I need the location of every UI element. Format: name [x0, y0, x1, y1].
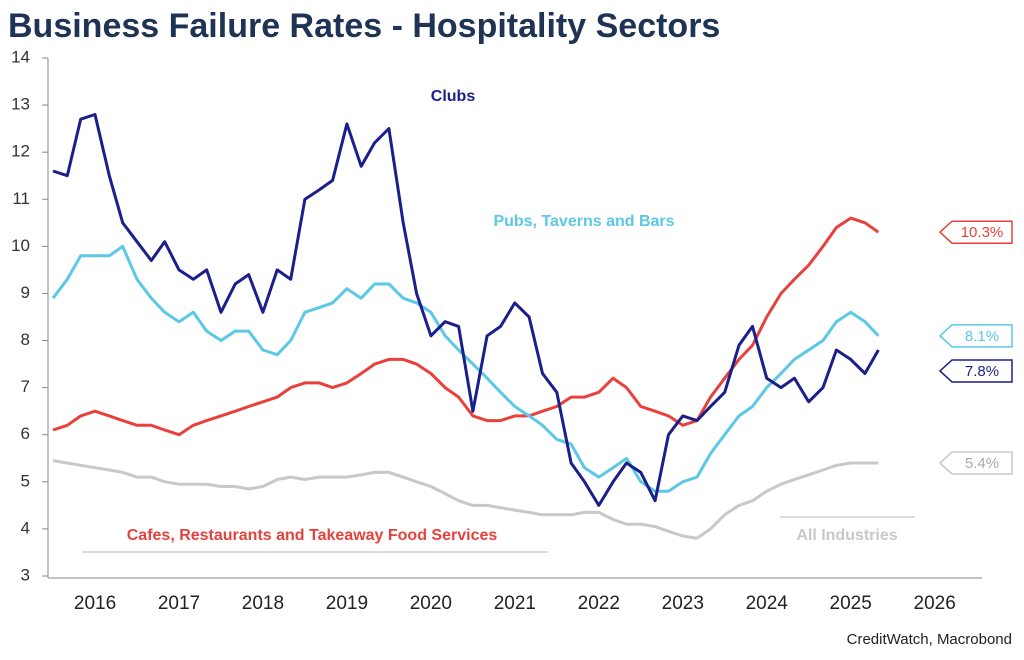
series-line	[52, 216, 880, 437]
y-tick-label: 4	[21, 518, 30, 537]
end-label: 7.8%	[965, 363, 999, 380]
series-label: Pubs, Taverns and Bars	[493, 213, 674, 230]
y-tick-label: 14	[11, 47, 30, 66]
y-tick-label: 13	[11, 95, 30, 114]
series-line	[52, 113, 880, 507]
y-tick-label: 10	[11, 236, 30, 255]
series-label: Cafes, Restaurants and Takeaway Food Ser…	[127, 527, 498, 544]
y-tick-label: 3	[21, 565, 30, 584]
y-tick-label: 5	[21, 471, 30, 490]
x-tick-label: 2020	[410, 593, 452, 614]
end-label: 10.3%	[961, 224, 1004, 241]
x-tick-label: 2016	[74, 593, 116, 614]
series-line	[51, 244, 880, 493]
end-flag	[938, 324, 1013, 348]
series-label: Clubs	[431, 88, 476, 105]
chart-title: Business Failure Rates - Hospitality Sec…	[8, 7, 720, 45]
y-tick-label: 6	[21, 424, 30, 443]
y-tick-label: 11	[12, 189, 30, 208]
end-flag	[938, 220, 1013, 244]
x-tick-label: 2021	[494, 593, 536, 614]
y-tick-label: 8	[21, 330, 30, 349]
x-tick-label: 2022	[578, 593, 620, 614]
x-tick-label: 2026	[914, 593, 956, 614]
x-tick-label: 2019	[326, 593, 368, 614]
end-flag	[938, 359, 1013, 383]
x-tick-label: 2025	[830, 593, 872, 614]
y-tick-label: 12	[11, 142, 30, 161]
x-tick-label: 2018	[242, 593, 284, 614]
series-line	[52, 459, 879, 540]
x-tick-label: 2023	[662, 593, 704, 614]
series-label: All Industries	[796, 527, 897, 544]
x-tick-label: 2017	[158, 593, 200, 614]
end-flag	[938, 451, 1013, 475]
end-label: 5.4%	[965, 455, 999, 472]
y-tick-label: 7	[21, 377, 30, 396]
source: CreditWatch, Macrobond	[847, 631, 1012, 648]
end-label: 8.1%	[965, 328, 999, 345]
x-tick-label: 2024	[746, 593, 789, 614]
y-tick-label: 9	[21, 283, 30, 302]
